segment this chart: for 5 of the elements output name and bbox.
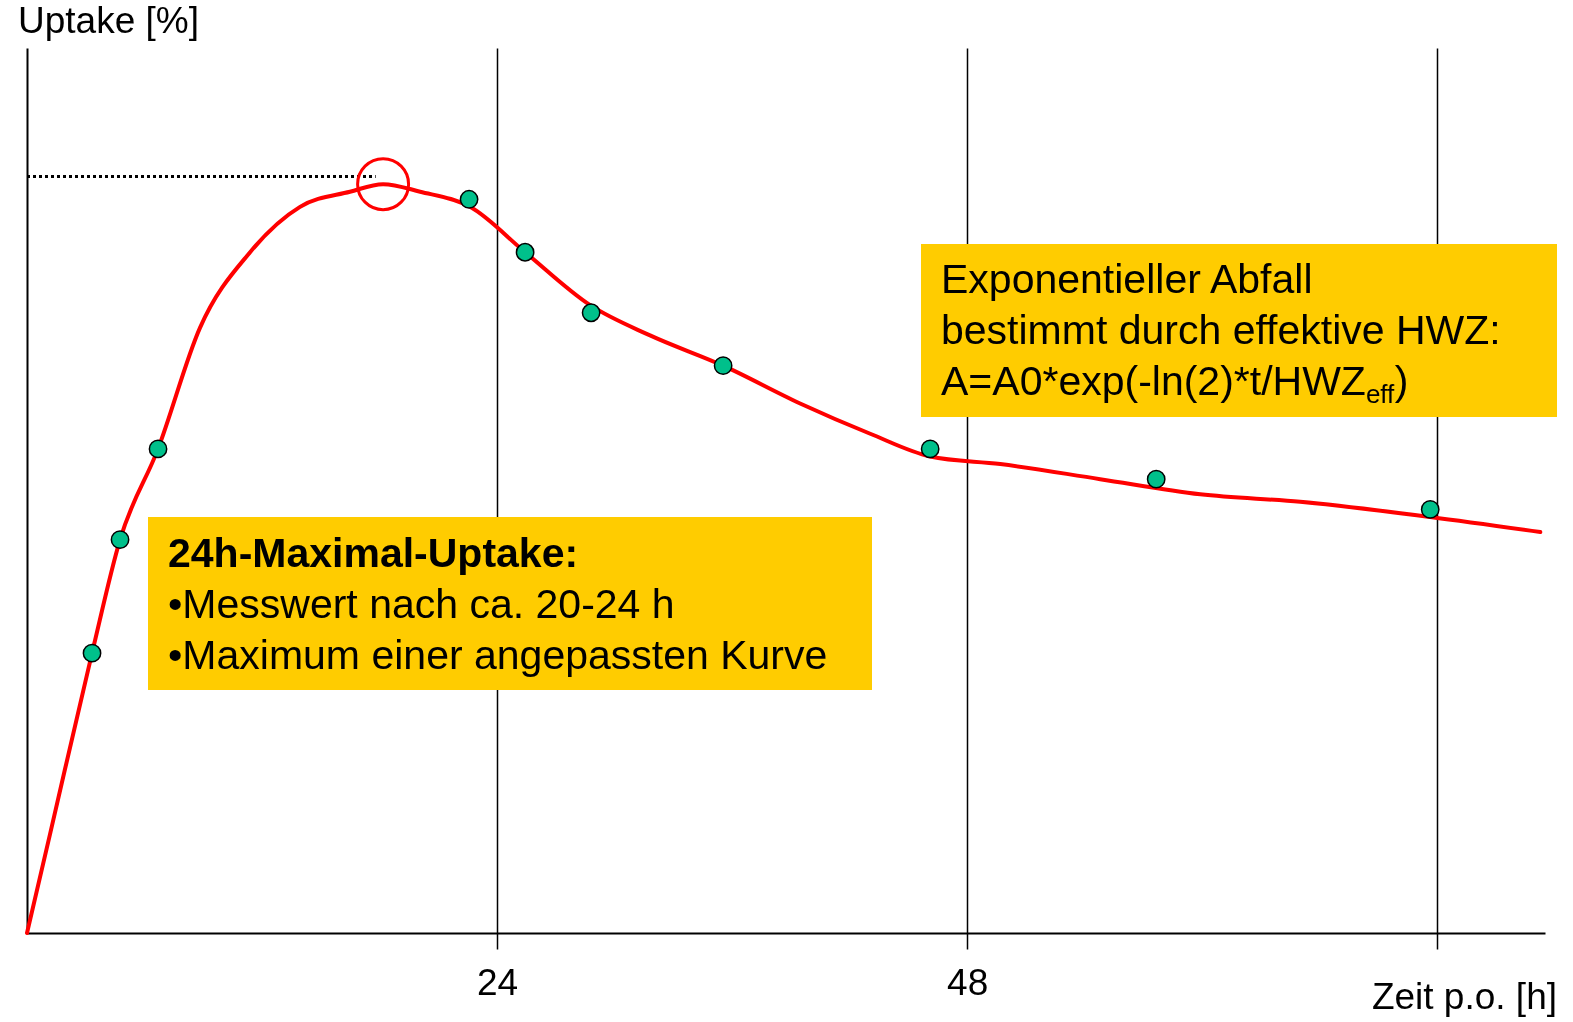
- x-tick-label: 24: [477, 961, 519, 1003]
- x-axis-title: Zeit p.o. [h]: [1371, 976, 1557, 1017]
- annotation: 24h-Maximal-Uptake: •Messwert nach ca. 20-24 h •Maximum einer angepassten Kurve: [168, 530, 828, 678]
- y-axis-title: Uptake [%]: [18, 0, 199, 41]
- x-tick-label: 48: [947, 961, 989, 1003]
